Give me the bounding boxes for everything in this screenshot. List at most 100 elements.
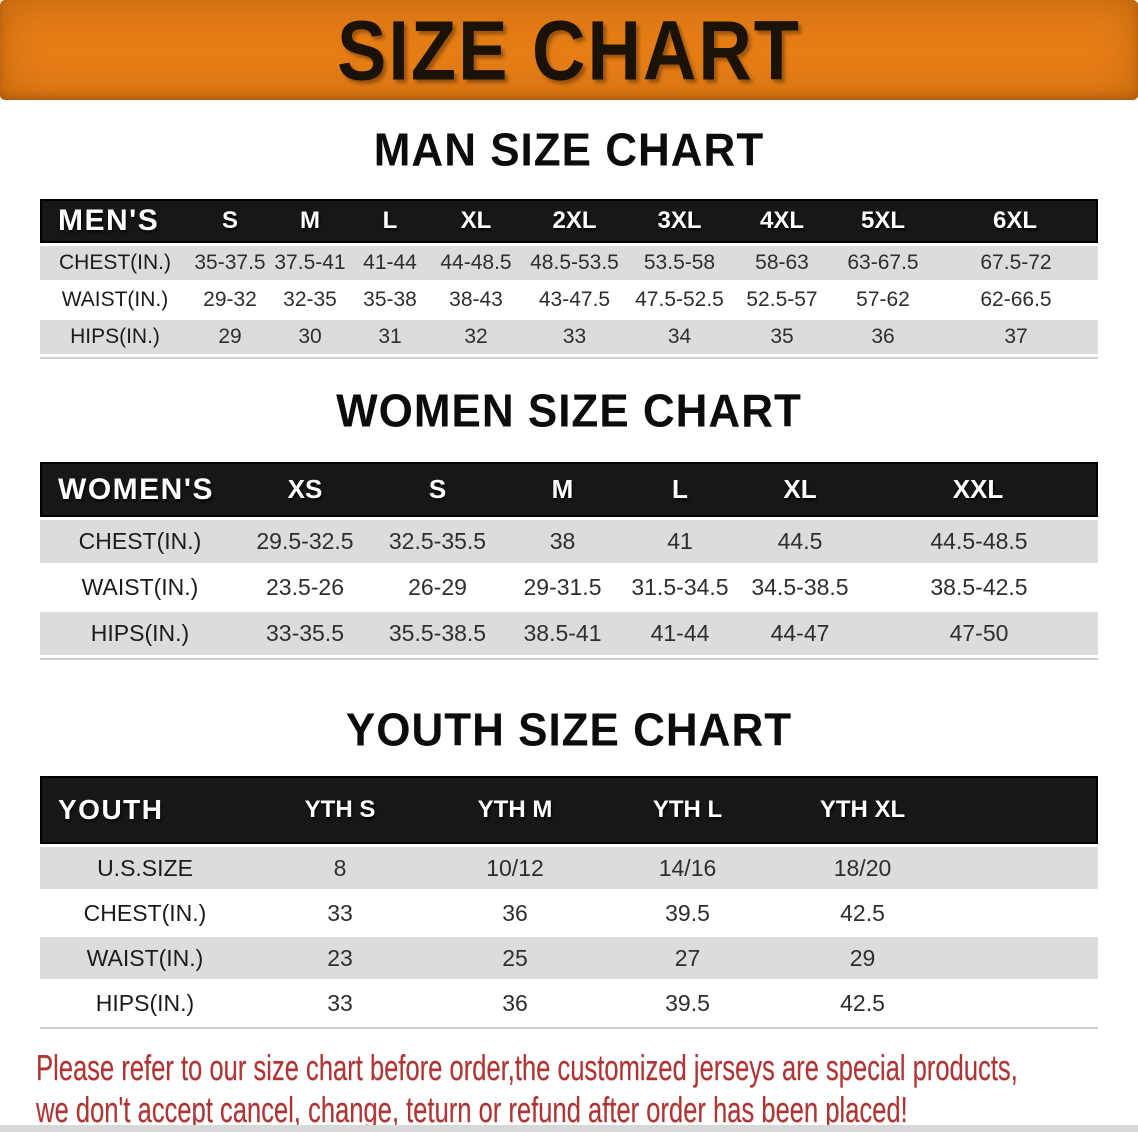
size-value: 57-62 <box>856 288 910 311</box>
size-value: 38.5-42.5 <box>930 574 1028 600</box>
table-header-row: MEN'S S M L XL 2XL 3XL 4XL 5XL 6XL <box>40 199 1098 243</box>
size-value: 29-31.5 <box>523 574 602 600</box>
size-value: 31 <box>350 320 430 354</box>
table-row: WAIST(IN.) 23.5-26 26-29 29-31.5 31.5-34.5 34… <box>40 566 1098 609</box>
size-value: 63-67.5 <box>832 246 934 280</box>
size-value: 41 <box>620 520 740 563</box>
men-size-table: MEN'S S M L XL 2XL 3XL 4XL 5XL 6XL CHEST(IN.) 35-37… <box>40 196 1098 359</box>
size-value: 29 <box>775 937 950 979</box>
column-header: S <box>190 199 270 243</box>
youth-corner-label: YOUTH <box>40 776 250 844</box>
size-value: 30 <box>270 320 350 354</box>
table-row: WAIST(IN.) 29-32 32-35 35-38 38-43 43-47.5 47.… <box>40 283 1098 317</box>
size-value: 23.5-26 <box>265 574 344 600</box>
column-header: YTH S <box>250 776 430 844</box>
women-size-chart-section: WOMEN SIZE CHART WOMEN'S XS S M L XL XXL CHEST(… <box>0 386 1138 660</box>
size-value: 35-37.5 <box>190 246 270 280</box>
size-value: 38-43 <box>449 288 503 311</box>
table-row: CHEST(IN.) 33 36 39.5 42.5 <box>40 892 1098 934</box>
men-size-chart-section: MAN SIZE CHART MEN'S S M L XL 2XL 3XL 4XL 5XL 6XL… <box>0 124 1138 359</box>
column-header: XL <box>430 199 522 243</box>
size-value: 25 <box>430 937 600 979</box>
column-header: XL <box>740 462 860 517</box>
size-value: 47.5-52.5 <box>635 288 724 311</box>
table-header-row: WOMEN'S XS S M L XL XXL <box>40 462 1098 517</box>
size-value: 36 <box>832 320 934 354</box>
row-label: WAIST(IN.) <box>81 574 199 600</box>
column-header: YTH L <box>600 776 775 844</box>
column-header: 4XL <box>732 199 832 243</box>
size-value: 32 <box>430 320 522 354</box>
size-value: 26-29 <box>408 574 467 600</box>
size-value: 67.5-72 <box>934 246 1098 280</box>
size-value: 38.5-41 <box>505 612 620 655</box>
row-label: U.S.SIZE <box>40 847 250 889</box>
column-header: YTH M <box>430 776 600 844</box>
column-header: XS <box>240 462 370 517</box>
size-value: 31.5-34.5 <box>631 574 729 600</box>
size-value: 58-63 <box>732 246 832 280</box>
size-value: 34.5-38.5 <box>751 574 849 600</box>
row-label: HIPS(IN.) <box>95 989 195 1016</box>
table-row: U.S.SIZE 8 10/12 14/16 18/20 <box>40 847 1098 889</box>
table-row: CHEST(IN.) 35-37.5 37.5-41 41-44 44-48.5 48.5… <box>40 246 1098 280</box>
size-value: 42.5 <box>840 899 885 926</box>
row-label: WAIST(IN.) <box>61 288 169 311</box>
page-title: SIZE CHART <box>337 2 801 98</box>
row-label: CHEST(IN.) <box>83 899 207 926</box>
size-value: 32-35 <box>283 288 337 311</box>
row-label: WAIST(IN.) <box>40 937 250 979</box>
row-label: CHEST(IN.) <box>40 246 190 280</box>
row-filler-cell <box>950 892 1098 934</box>
row-label: CHEST(IN.) <box>40 520 240 563</box>
table-header-row: YOUTH YTH S YTH M YTH L YTH XL <box>40 776 1098 844</box>
size-value: 41-44 <box>620 612 740 655</box>
column-header: 6XL <box>934 199 1098 243</box>
men-corner-label: MEN'S <box>40 199 190 243</box>
women-size-table: WOMEN'S XS S M L XL XXL CHEST(IN.) 29.5-32.5 32.5… <box>40 459 1098 660</box>
table-row: HIPS(IN.) 33-35.5 35.5-38.5 38.5-41 41-44 44-… <box>40 612 1098 655</box>
table-row: WAIST(IN.) 23 25 27 29 <box>40 937 1098 979</box>
table-row: CHEST(IN.) 29.5-32.5 32.5-35.5 38 41 44.5 44.5… <box>40 520 1098 563</box>
size-value: 41-44 <box>350 246 430 280</box>
row-filler-cell <box>950 982 1098 1024</box>
disclaimer-text: Please refer to our size chart before or… <box>36 1047 1138 1131</box>
size-value: 34 <box>627 320 732 354</box>
size-value: 35.5-38.5 <box>370 612 505 655</box>
size-value: 53.5-58 <box>627 246 732 280</box>
banner: SIZE CHART <box>0 0 1138 100</box>
size-value: 32.5-35.5 <box>370 520 505 563</box>
row-label: HIPS(IN.) <box>40 612 240 655</box>
size-value: 33 <box>327 989 353 1016</box>
row-filler-cell <box>950 847 1098 889</box>
column-header: 5XL <box>832 199 934 243</box>
size-value: 14/16 <box>600 847 775 889</box>
size-value: 43-47.5 <box>538 288 611 311</box>
size-value: 48.5-53.5 <box>522 246 627 280</box>
men-chart-heading: MAN SIZE CHART <box>373 124 765 177</box>
size-value: 42.5 <box>840 989 885 1016</box>
table-row: HIPS(IN.) 29 30 31 32 33 34 35 36 37 <box>40 320 1098 354</box>
column-header: M <box>505 462 620 517</box>
size-value: 33 <box>327 899 353 926</box>
women-corner-label: WOMEN'S <box>40 462 240 517</box>
size-value: 35-38 <box>363 288 417 311</box>
column-header: M <box>270 199 350 243</box>
youth-size-chart-section: YOUTH SIZE CHART YOUTH YTH S YTH M YTH L YTH… <box>0 705 1138 1029</box>
size-value: 29-32 <box>203 288 257 311</box>
column-header: 3XL <box>627 199 732 243</box>
size-value: 62-66.5 <box>980 288 1052 311</box>
youth-size-table: YOUTH YTH S YTH M YTH L YTH XL U.S.SIZE 8 10/12… <box>40 773 1098 1029</box>
disclaimer-line-2: we don't accept cancel, change, teturn o… <box>36 1089 908 1130</box>
size-value: 35 <box>732 320 832 354</box>
size-value: 18/20 <box>775 847 950 889</box>
size-value: 36 <box>502 989 528 1016</box>
table-row: HIPS(IN.) 33 36 39.5 42.5 <box>40 982 1098 1024</box>
size-value: 36 <box>502 899 528 926</box>
size-value: 10/12 <box>430 847 600 889</box>
size-value: 44.5 <box>740 520 860 563</box>
header-filler-cell <box>950 776 1098 844</box>
size-value: 33-35.5 <box>240 612 370 655</box>
disclaimer-line-1: Please refer to our size chart before or… <box>36 1047 1018 1088</box>
